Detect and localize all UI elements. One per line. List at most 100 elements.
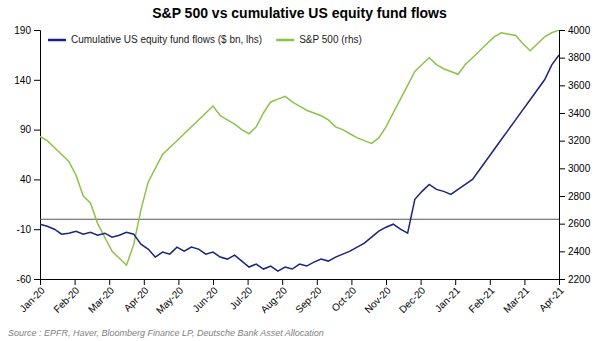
y-axis-tick-mark bbox=[34, 229, 40, 230]
title: S&P 500 vs cumulative US equity fund flo… bbox=[152, 5, 447, 21]
y-axis-tick: 40 bbox=[20, 174, 40, 185]
y2-axis-tick-label: 3000 bbox=[568, 163, 591, 174]
y2-axis: 2200 2400 2600 2800 3000 3200 3400 3600 3800 4000 bbox=[559, 25, 591, 285]
x-axis-tick-label: Dec-20 bbox=[397, 284, 428, 315]
series-line bbox=[40, 55, 559, 271]
y2-axis-tick-mark bbox=[559, 251, 565, 252]
y-axis-tick-label: 190 bbox=[14, 25, 31, 36]
x-axis-tick: Feb-20 bbox=[51, 279, 81, 315]
legend-item: Cumulative US equity fund flows ($ bn, l… bbox=[48, 34, 262, 45]
y2-axis-tick-label: 2600 bbox=[568, 218, 591, 229]
y2-axis-tick: 3200 bbox=[559, 135, 591, 146]
y2-axis-tick-mark bbox=[559, 279, 565, 280]
y2-axis-line bbox=[560, 31, 566, 280]
x-axis-tick-mark bbox=[109, 279, 110, 285]
x-axis-tick: Dec-20 bbox=[397, 279, 428, 315]
y2-axis-tick: 3000 bbox=[559, 163, 591, 174]
y-axis-tick-mark bbox=[34, 80, 40, 81]
x-axis-tick-label: Jan-20 bbox=[17, 284, 47, 314]
x-axis-tick: Jul-20 bbox=[227, 279, 254, 312]
y-axis-line bbox=[34, 31, 41, 280]
legend-swatch bbox=[276, 39, 294, 42]
x-axis-tick-mark bbox=[490, 279, 491, 285]
chart-svg: Jan-20Feb-20Mar-20Apr-20May-20Jun-20 Jul-… bbox=[0, 0, 605, 341]
y-axis: -60 -10 40 90 140 190 bbox=[14, 25, 40, 285]
y2-axis-tick: 2400 bbox=[559, 246, 591, 257]
x-axis-line bbox=[41, 280, 560, 286]
y2-axis-tick: 2800 bbox=[559, 191, 591, 202]
y2-axis-tick-mark bbox=[559, 196, 565, 197]
y2-axis-tick-mark bbox=[559, 58, 565, 59]
chart-container: Jan-20Feb-20Mar-20Apr-20May-20Jun-20 Jul-… bbox=[0, 0, 605, 341]
y-axis-tick-label: 40 bbox=[20, 174, 32, 185]
y2-axis-tick-label: 3200 bbox=[568, 135, 591, 146]
y2-axis-tick-label: 3400 bbox=[568, 108, 591, 119]
y2-axis-tick-label: 2200 bbox=[568, 274, 591, 285]
x-axis-tick-label: Mar-21 bbox=[501, 284, 531, 314]
x-axis-tick-label: Sep-20 bbox=[293, 284, 324, 315]
y2-axis-tick-mark bbox=[559, 168, 565, 169]
x-axis-tick-mark bbox=[75, 279, 76, 285]
plot: Jan-20Feb-20Mar-20Apr-20May-20Jun-20 Jul-… bbox=[14, 25, 590, 316]
x-axis-tick-label: Jun-20 bbox=[190, 284, 220, 314]
x-axis-tick-mark bbox=[421, 279, 422, 285]
y2-axis-tick: 2600 bbox=[559, 218, 591, 229]
y2-axis-tick-label: 2400 bbox=[568, 246, 591, 257]
y2-axis-tick-label: 2800 bbox=[568, 191, 591, 202]
x-axis-tick: Feb-21 bbox=[466, 279, 496, 315]
x-axis-tick: Aug-20 bbox=[258, 279, 289, 315]
marks bbox=[40, 30, 559, 271]
y2-axis-tick-label: 4000 bbox=[568, 25, 591, 36]
x-axis-tick-mark bbox=[351, 279, 352, 285]
y-axis-tick-label: -60 bbox=[17, 274, 32, 285]
x-axis-tick: Jan-21 bbox=[433, 279, 463, 314]
y2-axis-tick: 2200 bbox=[559, 274, 591, 285]
x-axis-tick-mark bbox=[455, 279, 456, 285]
source-note: Source : EPFR, Haver, Bloomberg Finance … bbox=[8, 328, 324, 338]
x-axis-tick: Apr-20 bbox=[122, 279, 151, 314]
y2-axis-tick-mark bbox=[559, 141, 565, 142]
x-axis-tick-label: Mar-20 bbox=[86, 284, 116, 314]
x-axis-tick: Jun-20 bbox=[190, 279, 220, 314]
x-axis-tick-mark bbox=[248, 279, 249, 285]
x-axis-tick-label: Oct-20 bbox=[329, 284, 358, 313]
y2-axis-tick-mark bbox=[559, 224, 565, 225]
y2-axis-tick-mark bbox=[559, 85, 565, 86]
y2-axis-tick: 3400 bbox=[559, 108, 591, 119]
legend-label: S&P 500 (rhs) bbox=[299, 34, 362, 45]
x-axis-tick-label: Jan-21 bbox=[433, 284, 463, 314]
x-axis-tick-label: Apr-20 bbox=[122, 284, 151, 313]
x-axis-tick-label: Nov-20 bbox=[362, 284, 393, 315]
y-axis-tick-mark bbox=[34, 279, 40, 280]
x-axis-tick-label: Feb-21 bbox=[466, 284, 496, 314]
legend-label: Cumulative US equity fund flows ($ bn, l… bbox=[71, 34, 262, 45]
x-axis-tick-label: Apr-21 bbox=[537, 284, 566, 313]
y2-axis-tick-mark bbox=[559, 30, 565, 31]
y-axis-tick: -60 bbox=[17, 274, 40, 285]
y2-axis-tick: 3800 bbox=[559, 52, 591, 63]
x-axis-tick: Mar-21 bbox=[501, 279, 531, 315]
y-axis-tick-label: 140 bbox=[14, 75, 31, 86]
x-axis: Jan-20Feb-20Mar-20Apr-20May-20Jun-20 Jul-… bbox=[17, 279, 566, 316]
y-axis-tick-label: -10 bbox=[17, 224, 32, 235]
y-axis-tick: 190 bbox=[14, 25, 40, 36]
legend-swatch bbox=[48, 39, 66, 42]
legend-item: S&P 500 (rhs) bbox=[276, 34, 362, 45]
x-axis-tick-label: May-20 bbox=[154, 284, 186, 316]
reference-line bbox=[40, 219, 559, 220]
y-axis-tick: 140 bbox=[14, 75, 40, 86]
y-axis-tick-mark bbox=[34, 179, 40, 180]
x-axis-tick-mark bbox=[386, 279, 387, 285]
x-axis-tick: Apr-21 bbox=[537, 279, 566, 314]
x-axis-tick-mark bbox=[213, 279, 214, 285]
x-axis-tick-mark bbox=[282, 279, 283, 285]
y2-axis-tick: 4000 bbox=[559, 25, 591, 36]
x-axis-tick-mark bbox=[144, 279, 145, 285]
y-axis-tick: 90 bbox=[20, 124, 40, 135]
y2-axis-tick: 3600 bbox=[559, 80, 591, 91]
x-axis-tick-label: Feb-20 bbox=[51, 284, 81, 314]
y2-axis-tick-label: 3800 bbox=[568, 52, 591, 63]
x-axis-tick-label: Aug-20 bbox=[258, 284, 289, 315]
y2-axis-tick-label: 3600 bbox=[568, 80, 591, 91]
y-axis-tick-mark bbox=[34, 30, 40, 31]
